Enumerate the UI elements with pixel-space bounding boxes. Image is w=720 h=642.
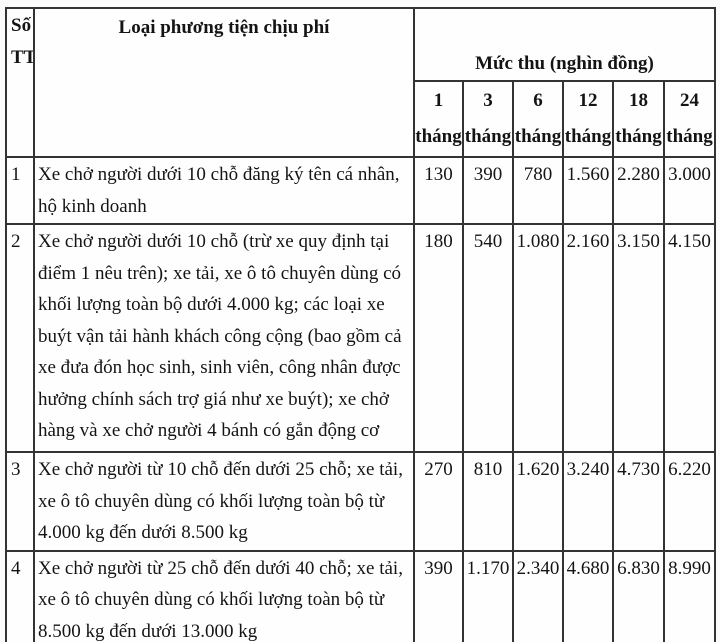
header-number-cell: Số TT — [5, 7, 35, 158]
vehicle-description: Xe chở người dưới 10 chỗ đăng ký tên cá … — [33, 156, 415, 225]
period-unit: tháng — [514, 126, 562, 147]
header-row-group: Số TT Loại phương tiện chịu phí Mức thu … — [5, 7, 716, 158]
fee-value-18-months: 6.830 — [612, 549, 665, 642]
row-number: 3 — [5, 451, 35, 552]
period-number: 1 — [433, 90, 444, 111]
fee-value-18-months: 2.280 — [612, 156, 665, 225]
fee-value-12-months: 1.560 — [562, 156, 614, 225]
row-number: 2 — [5, 223, 35, 453]
fee-value-18-months: 4.730 — [612, 451, 665, 552]
period-unit: tháng — [666, 126, 713, 147]
table-row: 3 Xe chở người từ 10 chỗ đến dưới 25 chỗ… — [5, 451, 716, 552]
header-period-18-months: 18 tháng — [612, 80, 665, 158]
table-row: 1 Xe chở người dưới 10 chỗ đăng ký tên c… — [5, 156, 716, 225]
table-row: 4 Xe chở người từ 25 chỗ đến dưới 40 chỗ… — [5, 549, 716, 642]
fee-value-24-months: 3.000 — [663, 156, 716, 225]
header-period-24-months: 24 tháng — [663, 80, 716, 158]
period-unit: tháng — [615, 126, 662, 147]
vehicle-description: Xe chở người dưới 10 chỗ (trừ xe quy địn… — [33, 223, 415, 453]
fee-value-1-month: 270 — [413, 451, 464, 552]
fee-value-1-month: 130 — [413, 156, 464, 225]
row-number: 4 — [5, 549, 35, 642]
header-period-6-months: 6 tháng — [512, 80, 564, 158]
vehicle-description: Xe chở người từ 10 chỗ đến dưới 25 chỗ; … — [33, 451, 415, 552]
header-number-line2: TT — [11, 46, 34, 68]
fee-value-3-months: 390 — [462, 156, 514, 225]
header-fee-group: Mức thu (nghìn đồng) — [413, 7, 716, 82]
fee-value-3-months: 1.170 — [462, 549, 514, 642]
vehicle-description: Xe chở người từ 25 chỗ đến dưới 40 chỗ; … — [33, 549, 415, 642]
fee-value-12-months: 3.240 — [562, 451, 614, 552]
fee-value-1-month: 390 — [413, 549, 464, 642]
fee-value-18-months: 3.150 — [612, 223, 665, 453]
period-number: 6 — [533, 90, 543, 111]
fee-value-12-months: 2.160 — [562, 223, 614, 453]
fee-value-6-months: 780 — [512, 156, 564, 225]
fee-value-24-months: 6.220 — [663, 451, 716, 552]
header-row-periods: 1 tháng 3 tháng 6 tháng 12 tháng 18 th — [6, 80, 716, 158]
header-number-line1: Số — [11, 15, 32, 36]
fee-value-1-month: 180 — [413, 223, 464, 453]
period-number: 12 — [578, 90, 598, 111]
fee-value-6-months: 2.340 — [512, 549, 564, 642]
fee-value-3-months: 810 — [462, 451, 514, 552]
row-number: 1 — [5, 156, 35, 225]
period-unit: tháng — [464, 126, 512, 147]
period-unit: tháng — [564, 126, 612, 147]
period-unit: tháng — [415, 126, 462, 147]
period-number: 3 — [483, 90, 493, 111]
period-number: 24 — [680, 90, 699, 111]
header-vehicle-type: Loại phương tiện chịu phí — [33, 7, 415, 158]
fee-value-6-months: 1.620 — [512, 451, 564, 552]
fee-schedule-table: Số TT Loại phương tiện chịu phí Mức thu … — [5, 7, 716, 642]
header-period-1-month: 1 tháng — [413, 80, 464, 158]
header-period-3-months: 3 tháng — [462, 80, 514, 158]
fee-value-3-months: 540 — [462, 223, 514, 453]
period-number: 18 — [629, 90, 648, 111]
fee-value-6-months: 1.080 — [512, 223, 564, 453]
header-period-12-months: 12 tháng — [562, 80, 614, 158]
table-row: 2 Xe chở người dưới 10 chỗ (trừ xe quy đ… — [5, 223, 716, 453]
fee-value-24-months: 4.150 — [663, 223, 716, 453]
fee-value-24-months: 8.990 — [663, 549, 716, 642]
fee-value-12-months: 4.680 — [562, 549, 614, 642]
